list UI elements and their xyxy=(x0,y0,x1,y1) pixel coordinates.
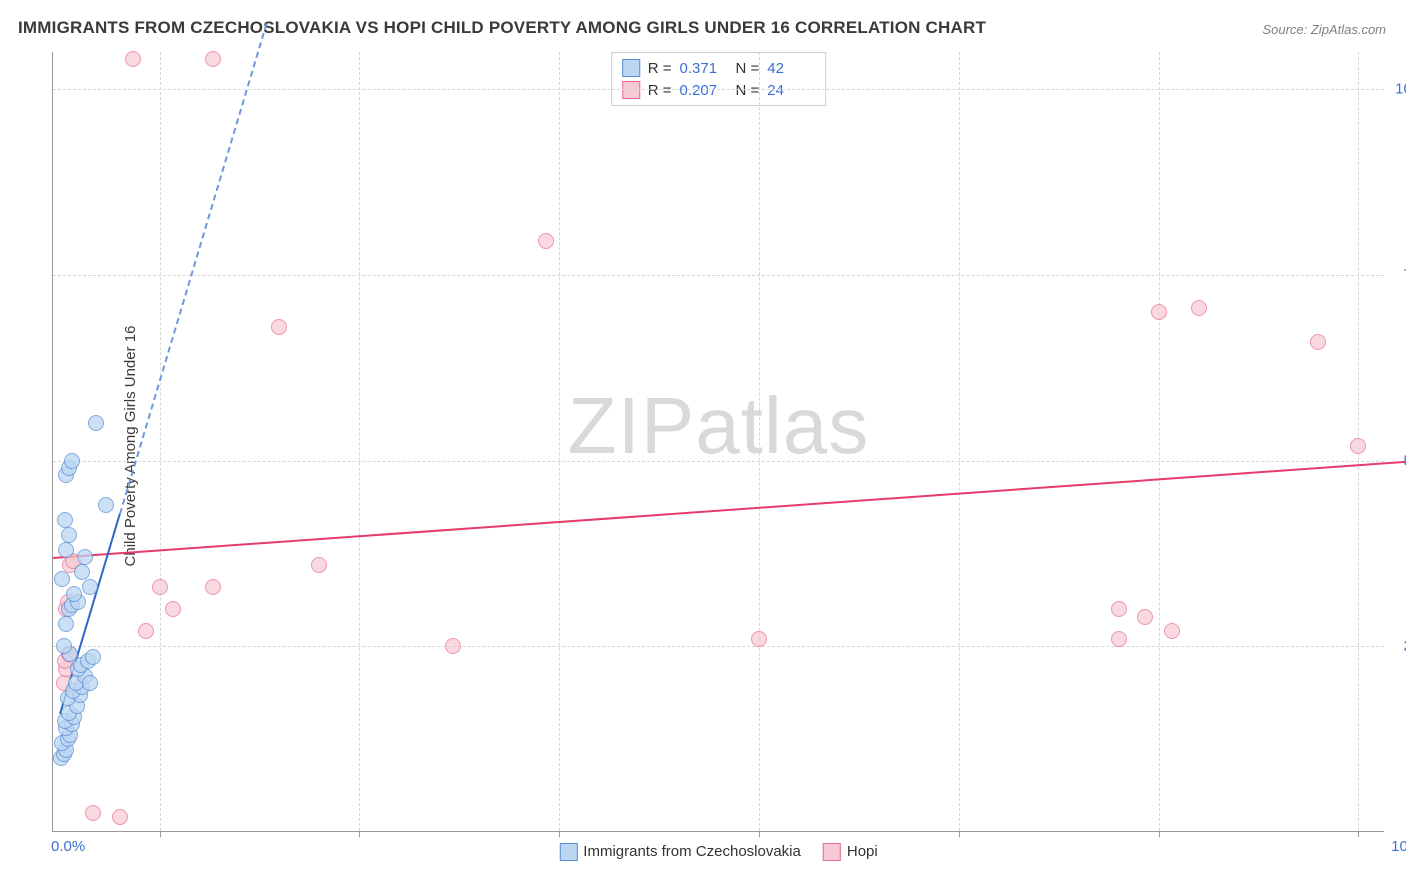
gridline-h xyxy=(53,275,1384,276)
data-point-czech xyxy=(58,616,74,632)
data-point-hopi xyxy=(152,579,168,595)
data-point-czech xyxy=(85,649,101,665)
data-point-hopi xyxy=(445,638,461,654)
gridline-v xyxy=(359,52,360,831)
n-label: N = xyxy=(736,60,760,77)
watermark: ZIPatlas xyxy=(568,380,869,472)
x-tick-mark xyxy=(959,831,960,837)
data-point-czech xyxy=(56,638,72,654)
y-tick-label: 100.0% xyxy=(1390,81,1406,98)
swatch-b xyxy=(823,843,841,861)
x-tick-label: 0.0% xyxy=(51,838,85,855)
data-point-czech xyxy=(77,549,93,565)
data-point-czech xyxy=(57,512,73,528)
data-point-czech xyxy=(54,571,70,587)
data-point-hopi xyxy=(311,557,327,573)
legend-row-a: R = 0.371 N = 42 xyxy=(622,57,816,79)
x-tick-mark xyxy=(1159,831,1160,837)
data-point-hopi xyxy=(138,623,154,639)
data-point-hopi xyxy=(205,51,221,67)
x-tick-mark xyxy=(559,831,560,837)
data-point-hopi xyxy=(205,579,221,595)
data-point-hopi xyxy=(1111,631,1127,647)
data-point-hopi xyxy=(165,601,181,617)
legend-item-b: Hopi xyxy=(823,843,878,861)
x-tick-mark xyxy=(160,831,161,837)
chart-title: IMMIGRANTS FROM CZECHOSLOVAKIA VS HOPI C… xyxy=(18,18,986,38)
r-label: R = xyxy=(648,60,672,77)
data-point-hopi xyxy=(125,51,141,67)
data-point-hopi xyxy=(85,805,101,821)
gridline-v xyxy=(759,52,760,831)
gridline-h xyxy=(53,646,1384,647)
n-value-a: 42 xyxy=(767,60,815,77)
series-legend: Immigrants from Czechoslovakia Hopi xyxy=(559,843,877,861)
data-point-czech xyxy=(66,586,82,602)
correlation-legend: R = 0.371 N = 42 R = 0.207 N = 24 xyxy=(611,52,827,106)
data-point-hopi xyxy=(1310,334,1326,350)
source-attribution: Source: ZipAtlas.com xyxy=(1262,22,1386,37)
data-point-hopi xyxy=(751,631,767,647)
x-tick-label: 100.0% xyxy=(1391,838,1406,855)
gridline-v xyxy=(959,52,960,831)
swatch-a xyxy=(622,59,640,77)
y-tick-label: 25.0% xyxy=(1390,638,1406,655)
r-value-a: 0.371 xyxy=(680,60,728,77)
data-point-hopi xyxy=(1191,300,1207,316)
data-point-hopi xyxy=(1137,609,1153,625)
data-point-hopi xyxy=(112,809,128,825)
x-tick-mark xyxy=(1358,831,1359,837)
gridline-h xyxy=(53,461,1384,462)
data-point-hopi xyxy=(1164,623,1180,639)
data-point-czech xyxy=(82,675,98,691)
data-point-czech xyxy=(58,542,74,558)
trend-line xyxy=(53,461,1406,560)
scatter-plot: ZIPatlas R = 0.371 N = 42 R = 0.207 N = … xyxy=(52,52,1384,832)
gridline-v xyxy=(559,52,560,831)
data-point-hopi xyxy=(1151,304,1167,320)
data-point-hopi xyxy=(538,233,554,249)
data-point-hopi xyxy=(1350,438,1366,454)
data-point-czech xyxy=(74,564,90,580)
gridline-v xyxy=(160,52,161,831)
data-point-czech xyxy=(82,579,98,595)
y-tick-label: 75.0% xyxy=(1390,266,1406,283)
x-tick-mark xyxy=(759,831,760,837)
data-point-czech xyxy=(64,453,80,469)
data-point-czech xyxy=(98,497,114,513)
data-point-hopi xyxy=(1111,601,1127,617)
x-tick-mark xyxy=(359,831,360,837)
gridline-v xyxy=(1159,52,1160,831)
swatch-a xyxy=(559,843,577,861)
data-point-czech xyxy=(61,527,77,543)
trend-line-extension xyxy=(119,23,267,514)
data-point-czech xyxy=(88,415,104,431)
data-point-hopi xyxy=(271,319,287,335)
legend-item-a: Immigrants from Czechoslovakia xyxy=(559,843,801,861)
gridline-h xyxy=(53,89,1384,90)
